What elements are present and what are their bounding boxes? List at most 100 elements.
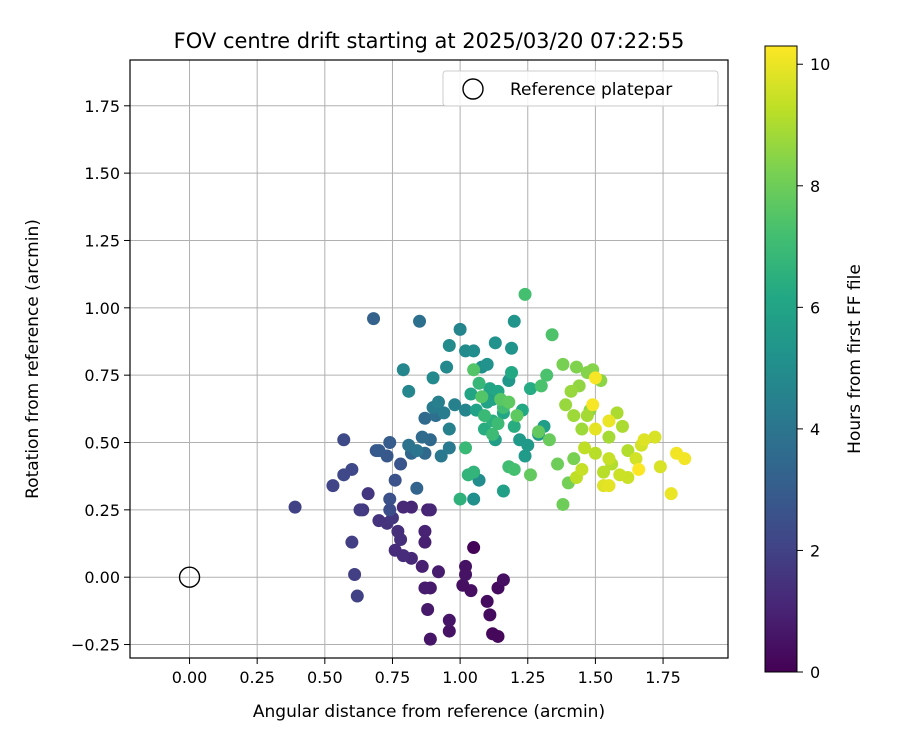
x-tick-label: 1.25 [510, 668, 546, 687]
chart-title: FOV centre drift starting at 2025/03/20 … [174, 29, 685, 53]
data-point [502, 395, 516, 409]
data-point [483, 608, 497, 622]
colorbar-ticks: 0 2 4 6 8 10 [797, 55, 830, 682]
data-point [597, 465, 611, 479]
data-point [437, 406, 451, 420]
plot-frame [129, 59, 729, 659]
data-point [615, 419, 629, 433]
data-point [353, 503, 367, 517]
data-point [480, 357, 494, 371]
data-point [337, 433, 351, 447]
data-point [542, 433, 556, 447]
y-tick-label: 0.25 [84, 501, 120, 520]
x-tick-label: 0.75 [375, 668, 411, 687]
colorbar-tick-label: 10 [810, 55, 830, 74]
data-point [442, 624, 456, 638]
data-point [486, 427, 500, 441]
colorbar-tick-label: 6 [810, 298, 820, 317]
data-point [464, 387, 478, 401]
data-point [442, 441, 456, 455]
data-point [326, 479, 340, 493]
x-tick-label: 1.75 [645, 668, 681, 687]
data-point [372, 444, 386, 458]
data-point [459, 403, 473, 417]
y-tick-label: −0.25 [71, 636, 120, 655]
data-point [467, 363, 481, 377]
data-point [413, 314, 427, 328]
data-point [564, 384, 578, 398]
data-point [496, 484, 510, 498]
data-point [383, 492, 397, 506]
data-point [653, 460, 667, 474]
data-point [575, 422, 589, 436]
data-point [588, 422, 602, 436]
y-tick-label: 1.00 [84, 299, 120, 318]
colorbar-tick-label: 0 [810, 663, 820, 682]
data-point [532, 425, 546, 439]
data-point [621, 471, 635, 485]
data-point [402, 384, 416, 398]
data-point [505, 341, 519, 355]
data-point [372, 514, 386, 528]
colorbar-tick-label: 2 [810, 541, 820, 560]
data-point [496, 573, 510, 587]
data-point [421, 603, 435, 617]
data-point [629, 452, 643, 466]
y-tick-label: 1.25 [84, 231, 120, 250]
data-point [459, 441, 473, 455]
data-point [367, 312, 381, 326]
data-point [410, 481, 424, 495]
data-point [418, 524, 432, 538]
grid [130, 60, 728, 658]
legend: Reference platepar [442, 70, 719, 107]
data-point [610, 406, 624, 420]
data-point [467, 492, 481, 506]
data-point [350, 589, 364, 603]
colorbar-tick-label: 8 [810, 177, 820, 196]
data-point [567, 409, 581, 423]
reference-platepar-marker-icon [178, 566, 201, 588]
x-tick-label: 0.50 [307, 668, 343, 687]
data-point [588, 446, 602, 460]
x-tick-label: 1.50 [578, 668, 614, 687]
data-point [361, 487, 375, 501]
y-tick-label: 0.50 [84, 434, 120, 453]
data-point [467, 541, 481, 555]
data-point [567, 452, 581, 466]
colorbar: 0 2 4 6 8 10 Hours from first FF file [764, 45, 865, 682]
x-axis-ticks: 0.00 0.25 0.50 0.75 1.00 1.25 1.50 1.75 [172, 658, 681, 687]
y-tick-label: 1.50 [84, 164, 120, 183]
data-point [410, 444, 424, 458]
data-point [507, 314, 521, 328]
y-tick-label: 1.75 [84, 97, 120, 116]
data-point [456, 578, 470, 592]
data-point [602, 479, 616, 493]
x-axis-label: Angular distance from reference (arcmin) [253, 702, 605, 722]
data-point [602, 452, 616, 466]
data-point [523, 382, 537, 396]
data-point [442, 339, 456, 353]
data-point [415, 430, 429, 444]
data-point [648, 430, 662, 444]
data-point [578, 441, 592, 455]
data-point [415, 559, 429, 573]
data-point [632, 462, 646, 476]
data-point [556, 357, 570, 371]
data-point [423, 503, 437, 517]
data-point [383, 436, 397, 450]
data-point [559, 398, 573, 412]
data-point [523, 468, 537, 482]
data-point [431, 395, 445, 409]
data-point [426, 371, 440, 385]
data-point [580, 409, 594, 423]
data-point [396, 500, 410, 514]
data-point [423, 632, 437, 646]
y-axis-label: Rotation from reference (arcmin) [23, 219, 43, 499]
data-point [431, 565, 445, 579]
data-point [664, 487, 678, 501]
legend-marker-icon [462, 78, 484, 100]
data-point [602, 414, 616, 428]
data-point [545, 328, 559, 342]
data-point [518, 449, 532, 463]
